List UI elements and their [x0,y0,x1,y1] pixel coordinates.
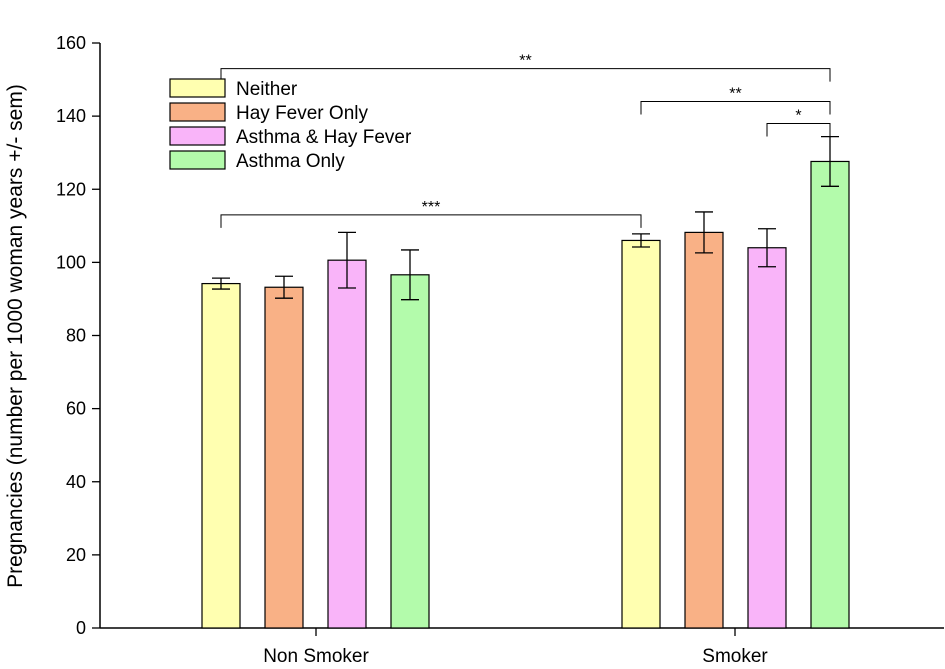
y-tick-label-140: 140 [56,106,86,126]
bar-3-1 [810,160,850,629]
legend: Neither Hay Fever Only Asthma & Hay Fever A… [169,78,412,172]
significance-label-3: * [795,107,801,124]
y-tick-label-40: 40 [66,472,86,492]
bar-0-0 [201,282,241,629]
bar-1-0 [264,286,304,629]
bar-0-1 [621,239,661,629]
bars [201,135,850,629]
y-tick-label-60: 60 [66,399,86,419]
x-tick-label-1: Smoker [702,646,768,667]
legend-swatch-1 [169,102,226,122]
significance-label-2: ** [729,86,741,103]
legend-swatch-3 [169,150,226,170]
x-tick-label-0: Non Smoker [263,646,369,667]
bar-2-0 [327,259,367,629]
y-tick-label-100: 100 [56,252,86,272]
y-tick-label-20: 20 [66,545,86,565]
significance-label-0: *** [422,199,441,216]
legend-label-1: Hay Fever Only [236,103,368,124]
legend-label-2: Asthma & Hay Fever [236,127,412,148]
significance-bracket-1 [220,68,831,82]
axes: 0 20 40 60 80 100 120 140 160 Non Smoker Smoker [56,33,944,667]
y-tick-label-120: 120 [56,179,86,199]
y-tick-label-80: 80 [66,326,86,346]
y-tick-label-160: 160 [56,33,86,53]
significance-bracket-2 [640,101,831,115]
legend-swatch-0 [169,78,226,98]
bar-3-0 [390,274,430,629]
bar-1-1 [684,231,724,629]
legend-label-3: Asthma Only [236,151,345,172]
significance-bracket-3 [766,122,831,137]
significance-label-1: ** [519,53,531,70]
significance-brackets: ******** [220,53,831,228]
y-axis-label: Pregnancies (number per 1000 woman years… [4,84,27,588]
bar-2-1 [747,247,787,629]
legend-label-0: Neither [236,79,298,100]
y-tick-label-0: 0 [76,618,86,638]
significance-bracket-0 [220,214,642,228]
legend-swatch-2 [169,126,226,146]
